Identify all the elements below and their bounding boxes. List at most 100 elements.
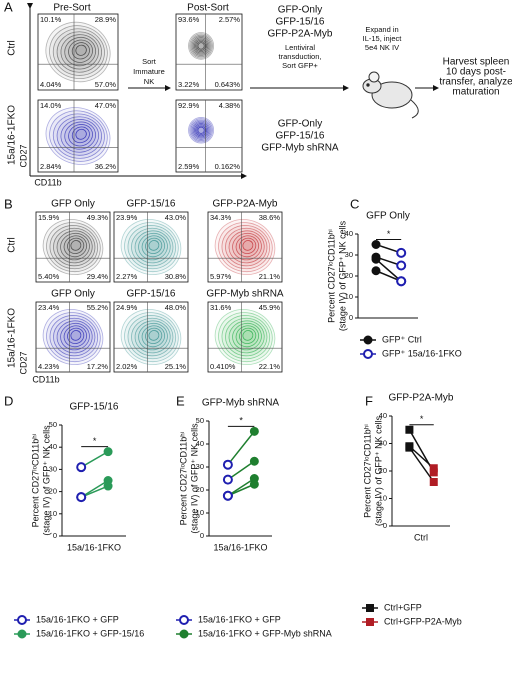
legend-marker bbox=[17, 615, 27, 625]
legend-label: 15a/16-1FKO + GFP bbox=[36, 614, 119, 624]
y-tick-label: 40 bbox=[379, 411, 387, 420]
quadrant-label: 57.0% bbox=[95, 80, 117, 89]
y-tick-label: 10 bbox=[379, 493, 387, 502]
contour bbox=[232, 232, 262, 261]
construct-label: GFP-P2A-Myb bbox=[267, 29, 332, 40]
contour bbox=[232, 322, 262, 351]
pair-line bbox=[227, 460, 255, 481]
contour bbox=[75, 128, 87, 140]
data-point bbox=[222, 490, 233, 501]
contour bbox=[148, 240, 160, 251]
flow-plot bbox=[35, 211, 111, 283]
y-tick-label: 40 bbox=[49, 442, 57, 451]
data-point bbox=[249, 479, 259, 489]
quadrant-label: 0.410% bbox=[210, 362, 236, 371]
panel-label: D bbox=[4, 393, 13, 408]
data-point bbox=[405, 443, 414, 452]
y-tick-label: 30 bbox=[379, 438, 387, 447]
quadrant-label: 24.9% bbox=[116, 303, 138, 312]
data-point bbox=[429, 478, 438, 486]
data-point bbox=[396, 247, 407, 258]
step-text: Harvest spleen bbox=[443, 57, 510, 68]
plot-title: GFP-15/16 bbox=[127, 289, 176, 300]
contour bbox=[195, 39, 207, 53]
plot-title: GFP-P2A-Myb bbox=[212, 199, 277, 210]
construct-label: GFP-Myb shRNA bbox=[261, 143, 339, 154]
y-tick-label: 20 bbox=[345, 271, 353, 280]
y-tick-label: 20 bbox=[379, 466, 387, 475]
panel-label: E bbox=[176, 393, 185, 408]
contour bbox=[70, 240, 82, 251]
step-text: Sort bbox=[142, 57, 157, 66]
plot-title: GFP Only bbox=[51, 199, 95, 210]
quadrant-label: 17.2% bbox=[87, 362, 109, 371]
flow-plot bbox=[37, 99, 119, 173]
contour bbox=[60, 232, 90, 261]
quadrant-label: 3.22% bbox=[178, 80, 200, 89]
step-text: Immature bbox=[133, 67, 165, 76]
contour bbox=[138, 322, 168, 351]
chart-title: GFP-Myb shRNA bbox=[202, 398, 280, 409]
panel-label: A bbox=[4, 0, 13, 14]
plot-title: GFP-Myb shRNA bbox=[206, 289, 284, 300]
legend-marker bbox=[366, 604, 374, 612]
quadrant-label: 2.27% bbox=[116, 272, 138, 281]
quadrant-label: 31.6% bbox=[210, 303, 232, 312]
x-axis-label: 15a/16-1FKO bbox=[67, 542, 121, 552]
contour bbox=[75, 44, 87, 56]
data-point bbox=[396, 276, 407, 287]
quadrant-label: 38.6% bbox=[259, 213, 281, 222]
axis-label: CD27 bbox=[18, 144, 28, 167]
significance-label: * bbox=[93, 436, 97, 446]
data-point bbox=[429, 468, 438, 477]
flow-plot bbox=[207, 301, 283, 373]
y-tick-label: 20 bbox=[196, 485, 204, 494]
y-axis-label: (stage IV) of GFP⁺ NK cells bbox=[337, 220, 347, 331]
contour bbox=[197, 42, 205, 50]
mouse-icon bbox=[362, 71, 419, 119]
panel-label: F bbox=[365, 393, 373, 408]
arrows bbox=[27, 3, 439, 179]
y-tick-label: 40 bbox=[345, 229, 353, 238]
y-axis-label: Percent CD27ˡᵒCD11bʰⁱ bbox=[30, 433, 40, 527]
y-tick-label: 50 bbox=[49, 420, 57, 429]
contour bbox=[138, 232, 168, 261]
quadrant-label: 43.0% bbox=[165, 213, 187, 222]
pair-line bbox=[408, 445, 435, 469]
quadrant-label: 23.9% bbox=[116, 213, 138, 222]
y-axis-label: (stage IV) of GFP⁺ NK cells bbox=[41, 425, 51, 536]
data-point bbox=[396, 260, 407, 271]
legend-label: Ctrl+GFP bbox=[384, 602, 422, 612]
legend-marker bbox=[179, 629, 189, 639]
quadrant-label: 45.9% bbox=[259, 303, 281, 312]
significance-label: * bbox=[420, 414, 424, 424]
flow-plot bbox=[113, 211, 189, 283]
chart-title: GFP-P2A-Myb bbox=[388, 393, 453, 404]
contour bbox=[190, 34, 212, 58]
chart-title: GFP-15/16 bbox=[70, 402, 119, 413]
x-axis-label: 15a/16-1FKO bbox=[213, 542, 267, 552]
pair-line bbox=[375, 258, 402, 282]
quadrant-label: 5.40% bbox=[38, 272, 60, 281]
quadrant-label: 55.2% bbox=[87, 303, 109, 312]
quadrant-label: 30.8% bbox=[165, 272, 187, 281]
legend-label: GFP⁺ 15a/16-1FKO bbox=[382, 348, 462, 358]
contour bbox=[195, 124, 207, 137]
legend-marker bbox=[363, 335, 373, 345]
flow-plot bbox=[175, 99, 243, 173]
quadrant-label: 0.162% bbox=[215, 162, 241, 171]
data-point bbox=[76, 492, 87, 503]
quadrant-label: 2.02% bbox=[116, 362, 138, 371]
significance-label: * bbox=[239, 416, 243, 426]
pair-line bbox=[227, 430, 255, 466]
quadrant-label: 15.9% bbox=[38, 213, 60, 222]
data-point bbox=[249, 426, 259, 436]
axis-label: CD27 bbox=[18, 351, 28, 374]
flow-plot bbox=[113, 301, 189, 373]
construct-label: GFP-15/16 bbox=[276, 17, 325, 28]
legend-marker bbox=[363, 349, 373, 359]
legend-marker bbox=[179, 615, 189, 625]
legend-label: 15a/16-1FKO + GFP-Myb shRNA bbox=[198, 628, 332, 638]
step-text: transduction, bbox=[279, 52, 322, 61]
quadrant-label: 36.2% bbox=[95, 162, 117, 171]
